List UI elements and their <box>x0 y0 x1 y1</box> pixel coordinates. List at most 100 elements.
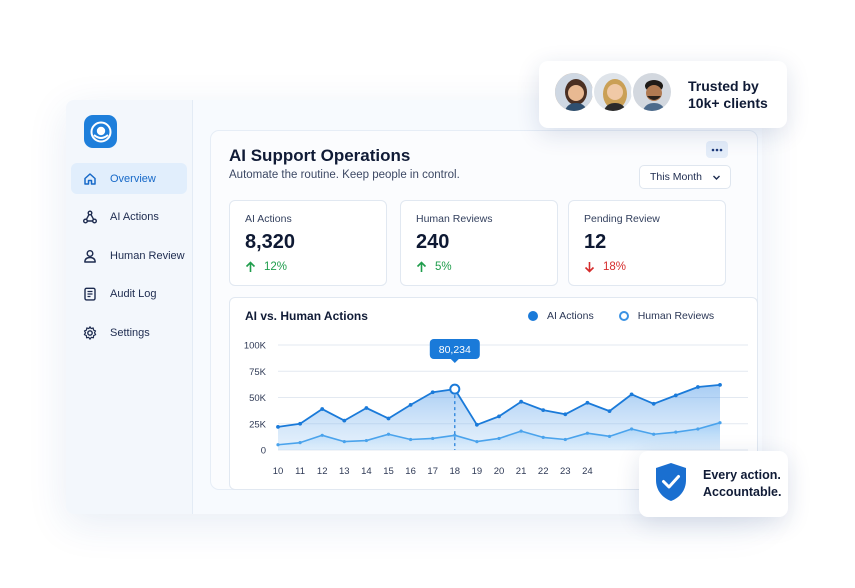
human-reviews-point <box>652 432 656 436</box>
ai-actions-point <box>430 390 435 395</box>
accountability-line1: Every action. <box>703 468 781 482</box>
ai-actions-point <box>673 393 678 398</box>
ai-actions-point <box>364 406 369 410</box>
nodes-icon <box>83 210 97 224</box>
ai-actions-point <box>718 383 722 387</box>
logo-icon <box>84 115 117 148</box>
x-tick-label: 10 <box>273 466 284 477</box>
stat-label: Human Reviews <box>416 213 493 225</box>
chevron-down-icon <box>713 175 720 180</box>
x-tick-label: 16 <box>405 466 416 477</box>
ai-actions-point <box>696 385 700 389</box>
period-select[interactable]: This Month <box>639 165 731 189</box>
sidebar-item-overview[interactable]: Overview <box>71 163 187 194</box>
human-reviews-point <box>431 436 435 441</box>
stat-card-human-reviews: Human Reviews 240 5% <box>400 200 558 286</box>
x-tick-label: 22 <box>538 466 549 477</box>
page-subtitle: Automate the routine. Keep people in con… <box>229 169 460 181</box>
accountability-line2: Accountable. <box>703 485 782 499</box>
x-tick-label: 24 <box>582 466 593 477</box>
chart-card: 100K 75K 50K 25K 0 10 11 12 13 14 15 16 17 18 19 20 21 22… <box>229 297 758 490</box>
ai-actions-point <box>497 414 501 419</box>
ai-actions-point <box>585 400 590 405</box>
human-reviews-point <box>364 438 368 443</box>
stat-delta-value: 18% <box>603 261 627 273</box>
x-tick-label: 19 <box>472 466 483 477</box>
x-tick-label: 12 <box>317 466 328 477</box>
ai-actions-point <box>475 422 479 427</box>
chart-title: AI vs. Human Actions <box>245 309 368 323</box>
stat-card-ai-actions: AI Actions 8,320 12% <box>229 200 387 286</box>
ai-actions-point <box>320 407 325 411</box>
app-window: Overview AI Actions Human Review Audit L… <box>66 100 762 514</box>
stat-value: 8,320 <box>245 231 296 253</box>
human-reviews-point <box>696 427 700 431</box>
x-tick-label: 21 <box>516 466 527 477</box>
human-reviews-point <box>541 435 545 439</box>
sidebar-item-ai-actions[interactable]: AI Actions <box>71 202 187 233</box>
ai-actions-point <box>276 425 280 429</box>
stat-delta: 5% <box>416 261 452 273</box>
stat-delta: 12% <box>245 261 287 273</box>
ai-actions-point <box>563 412 568 417</box>
arrow-down-icon <box>584 262 595 273</box>
ai-actions-point <box>629 392 634 397</box>
tooltip-box <box>429 339 480 359</box>
avatar <box>631 71 673 113</box>
main-panel: AI Support Operations Automate the routi… <box>210 130 758 490</box>
human-reviews-point <box>585 431 589 435</box>
human-reviews-point <box>342 440 346 444</box>
stat-delta-value: 12% <box>264 261 288 273</box>
more-options-button[interactable] <box>706 141 728 158</box>
x-tick-label: 11 <box>295 466 305 477</box>
ai-actions-point <box>342 418 347 423</box>
human-reviews-point <box>718 421 722 425</box>
y-tick-label: 25K <box>249 419 267 430</box>
accountability-text: Every action. Accountable. <box>703 467 782 501</box>
human-reviews-point <box>409 437 413 442</box>
avatar <box>553 71 595 113</box>
ai-actions-point <box>298 421 302 426</box>
arrow-up-icon <box>245 261 256 272</box>
sidebar-item-label: Overview <box>110 172 156 185</box>
y-tick-label: 0 <box>261 446 266 457</box>
human-reviews-point <box>276 443 280 447</box>
ai-actions-point <box>519 399 523 404</box>
human-reviews-point <box>519 429 523 433</box>
user-icon <box>83 249 97 263</box>
trusted-by-text: Trusted by 10k+ clients <box>688 78 768 112</box>
accountability-card: Every action. Accountable. <box>639 451 788 517</box>
sidebar-item-human-review[interactable]: Human Review <box>71 240 187 271</box>
document-icon <box>83 287 97 301</box>
more-dots-icon <box>711 148 723 151</box>
gear-icon <box>83 325 97 340</box>
sidebar-item-label: Human Review <box>110 249 185 262</box>
legend-human-reviews-marker <box>618 311 629 321</box>
sidebar-item-audit-log[interactable]: Audit Log <box>71 279 187 310</box>
sidebar-item-label: Settings <box>110 326 150 339</box>
arrow-up-icon <box>416 261 427 272</box>
stat-label: Pending Review <box>584 213 660 225</box>
sidebar-item-label: Audit Log <box>110 288 157 300</box>
trusted-by-line1: Trusted by <box>688 78 759 94</box>
human-reviews-point <box>607 434 612 438</box>
x-tick-label: 18 <box>450 466 461 477</box>
human-reviews-point <box>497 436 501 441</box>
sidebar-item-settings[interactable]: Settings <box>71 317 187 348</box>
legend-human-reviews-label: Human Reviews <box>637 310 715 322</box>
tooltip-label: 80,234 <box>439 344 471 356</box>
ai-actions-point <box>651 401 656 406</box>
human-reviews-area <box>278 422 720 450</box>
human-reviews-point <box>298 441 302 445</box>
ai-actions-point <box>607 409 612 414</box>
human-reviews-point <box>563 437 567 442</box>
trusted-by-line2: 10k+ clients <box>688 95 768 111</box>
human-reviews-point <box>674 430 678 434</box>
ai-actions-point <box>386 416 391 421</box>
legend-ai-actions-label: AI Actions <box>547 310 594 322</box>
stat-label: AI Actions <box>245 213 292 225</box>
tooltip-pointer <box>450 359 459 363</box>
sidebar-nav: Overview AI Actions Human Review Audit L… <box>71 163 187 356</box>
y-tick-label: 50K <box>249 393 267 404</box>
human-reviews-point <box>475 440 479 444</box>
